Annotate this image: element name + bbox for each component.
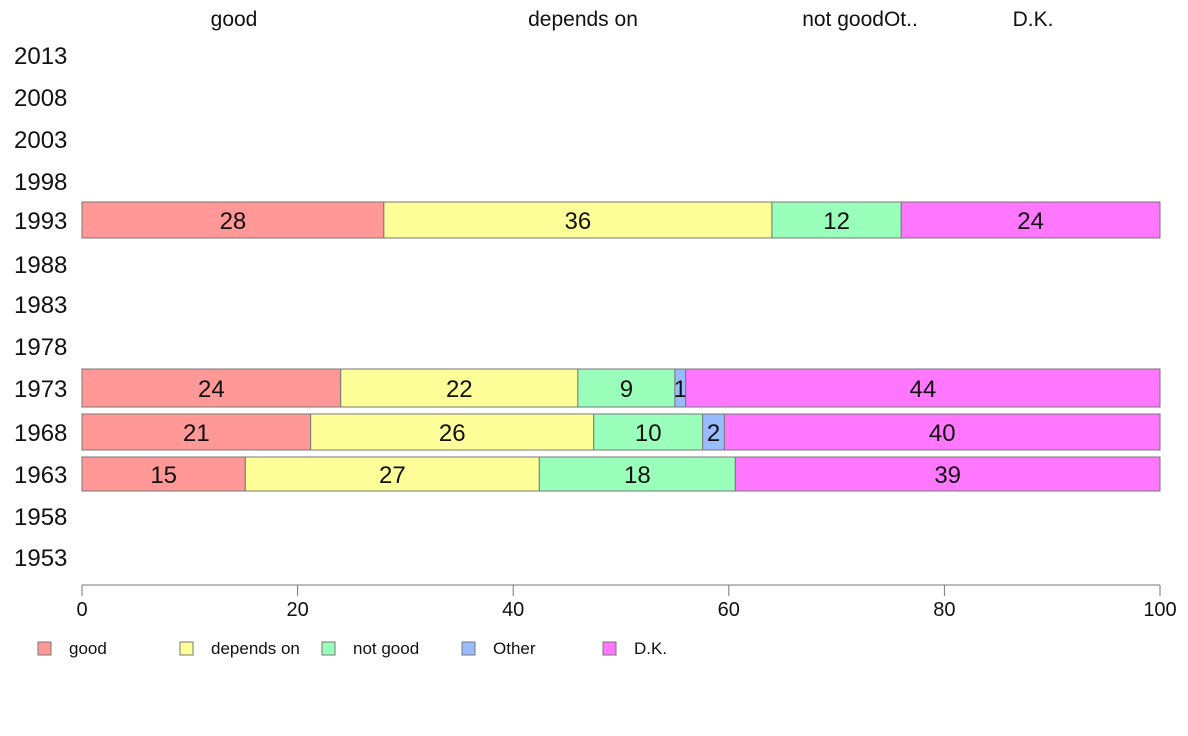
bar-value-label: 40 xyxy=(929,420,956,447)
bar-segment xyxy=(340,368,579,408)
year-label: 1973 xyxy=(14,376,67,403)
bar-segment xyxy=(310,413,595,451)
top-category-label: depends on xyxy=(528,8,638,31)
year-label: 2013 xyxy=(14,43,67,70)
bar-value-label: 22 xyxy=(446,376,473,403)
bar-segment xyxy=(734,456,1161,492)
bar-value-label: 12 xyxy=(823,208,850,235)
legend-swatch xyxy=(37,641,52,656)
legend-label: good xyxy=(69,639,107,658)
legend-swatch xyxy=(602,641,617,656)
bar-value-label: 44 xyxy=(909,376,936,403)
bar-value-label: 21 xyxy=(183,420,210,447)
year-label: 1968 xyxy=(14,420,67,447)
bar-segment xyxy=(81,201,385,239)
bar-segment xyxy=(577,368,676,408)
bar-value-label: 15 xyxy=(150,462,177,489)
year-label: 2008 xyxy=(14,85,67,112)
year-label: 1978 xyxy=(14,334,67,361)
legend-label: not good xyxy=(353,639,419,658)
bar-value-label: 18 xyxy=(624,462,651,489)
year-label: 1953 xyxy=(14,545,67,572)
year-label: 1958 xyxy=(14,504,67,531)
year-label: 1998 xyxy=(14,169,67,196)
bar-segment xyxy=(538,456,736,492)
bar-segment xyxy=(81,413,312,451)
bar-value-label: 39 xyxy=(934,462,961,489)
bars-layer: 28 36 12 24 24 22 9 1 44 21 26 10 2 40 15 27 18 39 xyxy=(81,201,1161,492)
bar-value-label: 2 xyxy=(707,420,720,447)
legend-label: D.K. xyxy=(634,639,667,658)
bar-segment xyxy=(900,201,1161,239)
bar-value-label: 1 xyxy=(674,376,687,403)
year-label: 1988 xyxy=(14,252,67,279)
year-label: 1983 xyxy=(14,292,67,319)
bar-segment xyxy=(383,201,773,239)
x-tick-label: 40 xyxy=(502,599,524,621)
bar-segment xyxy=(685,368,1161,408)
x-tick-label: 80 xyxy=(933,599,955,621)
top-category-label: not goodOt.. xyxy=(802,8,918,31)
bar-segment xyxy=(593,413,704,451)
year-label: 1993 xyxy=(14,208,67,235)
bar-value-label: 28 xyxy=(220,208,247,235)
x-tick-label: 60 xyxy=(718,599,740,621)
legend-swatch xyxy=(461,641,476,656)
year-label: 1963 xyxy=(14,462,67,489)
x-axis: 0 20 40 60 80 100 xyxy=(76,584,1177,621)
x-tick-label: 20 xyxy=(286,599,308,621)
top-category-label: good xyxy=(211,8,258,31)
top-category-label: D.K. xyxy=(1013,8,1054,31)
bar-value-label: 10 xyxy=(635,420,662,447)
top-category-labels: good depends on not goodOt.. D.K. xyxy=(211,8,1054,31)
legend-swatch xyxy=(179,641,194,656)
year-label: 2003 xyxy=(14,127,67,154)
x-tick-label: 100 xyxy=(1143,599,1176,621)
legend-label: depends on xyxy=(211,639,300,658)
bar-value-label: 26 xyxy=(439,420,466,447)
bar-segment xyxy=(244,456,540,492)
legend-swatch xyxy=(321,641,336,656)
bar-value-label: 9 xyxy=(620,376,633,403)
year-axis-labels: 2013 2008 2003 1998 1993 1988 1983 1978 1973 1968… xyxy=(14,43,67,572)
bar-value-label: 27 xyxy=(379,462,406,489)
bar-value-label: 24 xyxy=(198,376,225,403)
bar-segment xyxy=(723,413,1161,451)
bar-segment xyxy=(81,368,342,408)
x-tick-label: 0 xyxy=(76,599,87,621)
bar-value-label: 36 xyxy=(565,208,592,235)
legend-label: Other xyxy=(493,639,536,658)
legend: good depends on not good Other D.K. xyxy=(37,639,667,658)
bar-value-label: 24 xyxy=(1017,208,1044,235)
bar-segment xyxy=(771,201,902,239)
